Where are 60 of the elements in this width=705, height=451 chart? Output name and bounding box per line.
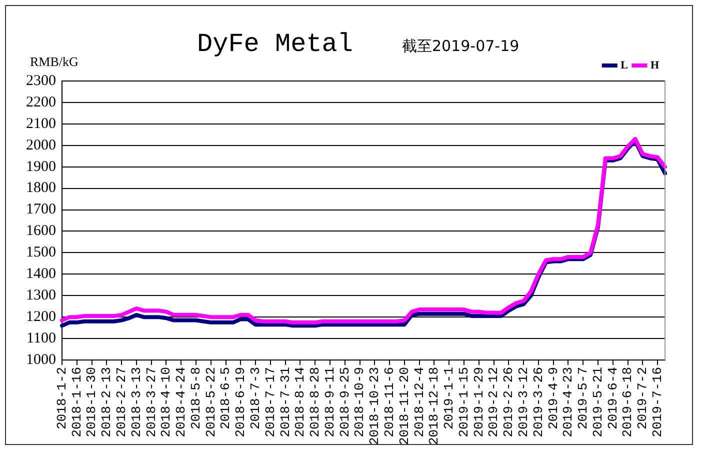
x-tick-label: 2019-3-26 (530, 366, 546, 438)
x-tick-label: 2018-5-22 (203, 366, 218, 438)
x-tick-label: 2018-10-23 (367, 366, 382, 446)
y-tick-label: 1100 (26, 330, 56, 346)
chart-subtitle: 截至2019-07-19 (402, 37, 520, 55)
y-axis-title: RMB/kG (30, 54, 78, 69)
y-tick-label: 1600 (26, 223, 56, 240)
y-tick-label: 2200 (26, 94, 56, 110)
y-tick-label: 1700 (26, 202, 56, 218)
y-tick-label: 1900 (26, 158, 56, 175)
legend-label: H (650, 59, 660, 72)
x-tick-label: 2019-1-15 (456, 366, 472, 438)
x-tick-label: 2019-5-21 (590, 366, 606, 438)
x-tick-label: 2018-6-5 (218, 366, 234, 430)
y-tick-label: 2000 (26, 137, 56, 154)
x-tick-label: 2018-11-20 (396, 366, 412, 446)
x-tick-label: 2018-8-14 (292, 366, 308, 438)
x-tick-label: 2018-3-27 (144, 366, 159, 438)
x-tick-label: 2018-1-30 (84, 366, 100, 438)
x-tick-label: 2018-6-19 (233, 366, 248, 438)
x-tick-label: 2018-2-13 (99, 366, 114, 438)
y-tick-label: 1200 (26, 309, 56, 326)
y-tick-label: 2300 (26, 72, 56, 89)
x-tick-label: 2018-8-28 (308, 366, 323, 438)
x-tick-label: 2019-2-26 (501, 366, 516, 438)
x-tick-label: 2018-1-2 (54, 366, 70, 430)
x-tick-label: 2018-9-25 (337, 366, 352, 438)
x-tick-label: 2018-7-31 (278, 366, 293, 438)
x-tick-label: 2018-4-10 (158, 366, 174, 438)
x-tick-label: 2018-12-4 (412, 366, 427, 438)
x-tick-label: 2019-4-23 (560, 366, 576, 438)
legend-label: L (620, 59, 628, 72)
y-tick-label: 2100 (26, 116, 56, 132)
x-tick-label: 2018-9-11 (322, 366, 338, 438)
y-tick-label: 1500 (26, 244, 56, 261)
y-tick-label: 1400 (26, 266, 56, 282)
x-tick-label: 2018-2-27 (114, 366, 129, 438)
y-tick-label: 1000 (26, 352, 56, 368)
x-tick-label: 2019-7-2 (635, 366, 650, 430)
x-tick-label: 2019-4-9 (546, 366, 561, 430)
x-tick-label: 2018-12-18 (426, 366, 442, 446)
x-tick-label: 2018-11-6 (382, 366, 397, 438)
y-tick-label: 1300 (26, 288, 56, 304)
x-tick-label: 2019-7-16 (650, 366, 665, 438)
x-tick-label: 2018-7-17 (262, 366, 278, 438)
x-tick-label: 2018-4-24 (174, 366, 189, 438)
x-tick-label: 2018-10-9 (352, 366, 368, 438)
x-tick-label: 2019-6-18 (620, 366, 636, 438)
x-tick-label: 2019-1-1 (442, 366, 457, 430)
x-tick-label: 2019-3-12 (516, 366, 531, 438)
x-tick-label: 2018-5-8 (188, 366, 204, 430)
x-tick-label: 2019-6-4 (605, 366, 620, 430)
x-tick-label: 2019-5-7 (576, 366, 591, 430)
x-tick-label: 2018-7-3 (248, 366, 263, 430)
x-tick-label: 2019-2-12 (486, 366, 502, 438)
x-tick-label: 2019-1-29 (471, 366, 486, 438)
x-tick-label: 2018-1-16 (69, 366, 84, 438)
y-tick-label: 1800 (26, 180, 56, 196)
chart-title: DyFe Metal (196, 29, 354, 59)
x-tick-label: 2018-3-13 (128, 366, 144, 438)
